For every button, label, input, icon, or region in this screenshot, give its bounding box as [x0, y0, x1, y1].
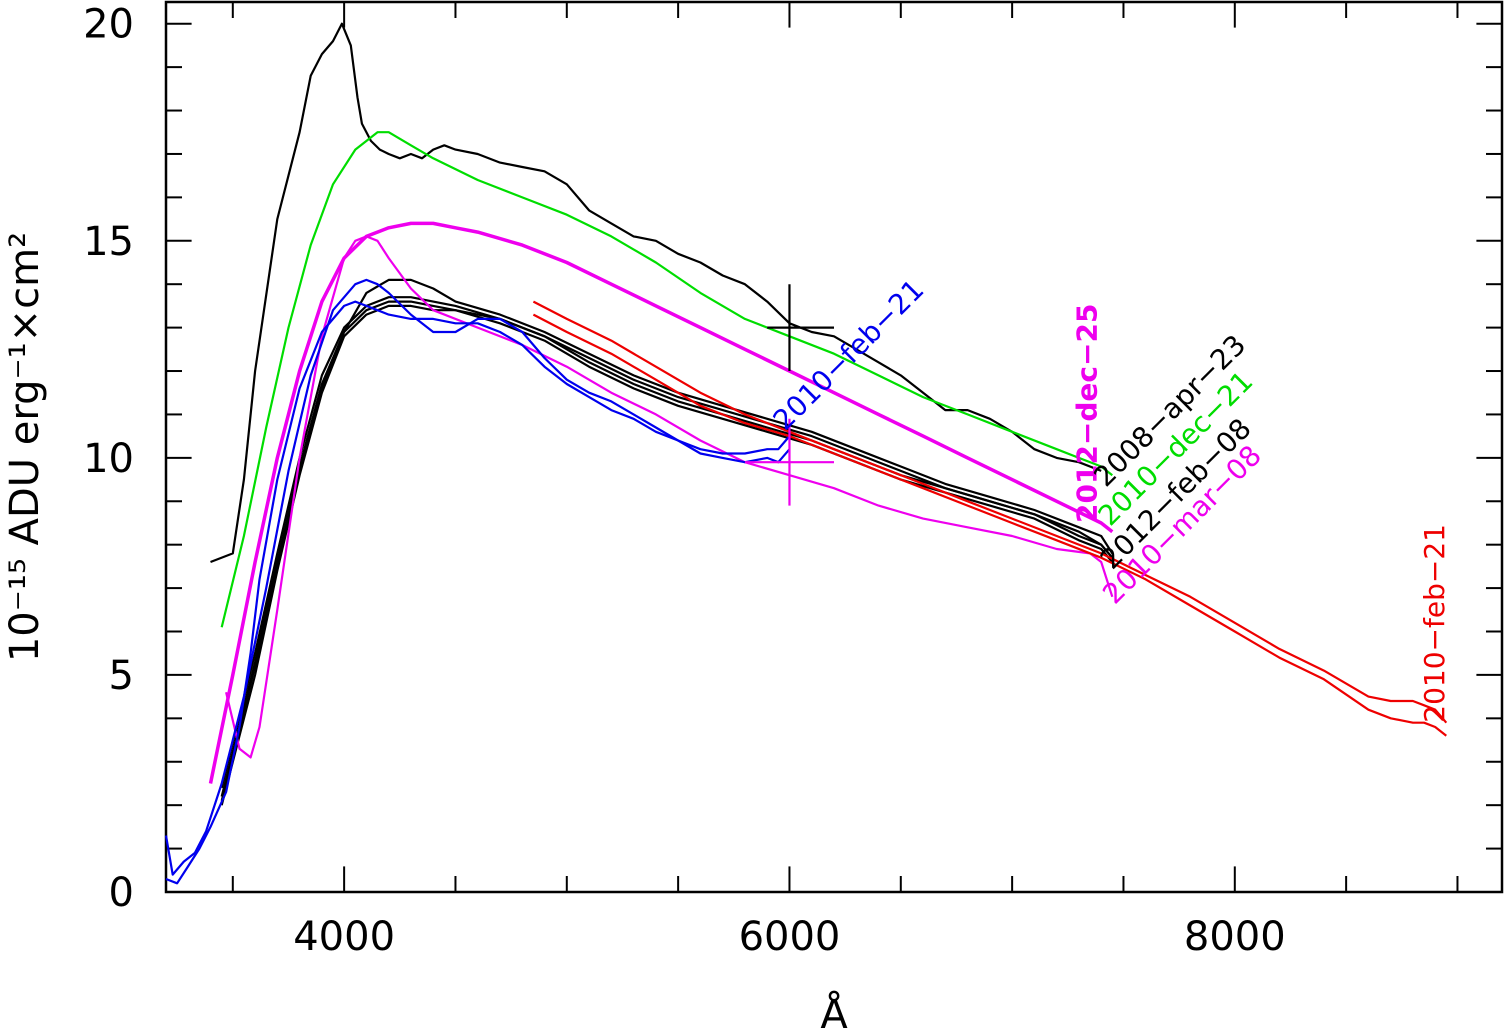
series-line	[220, 300, 1114, 797]
series-annotation: 2010−feb−21	[767, 273, 931, 437]
series-line	[220, 296, 1114, 789]
y-tick-label: 20	[83, 2, 134, 48]
series-line	[210, 22, 1102, 564]
x-axis-title: Å	[820, 990, 848, 1032]
series-line	[532, 300, 1448, 724]
series-line	[164, 278, 791, 876]
series-line	[220, 131, 1113, 628]
series-line	[532, 313, 1447, 737]
x-tick-label: 6000	[739, 914, 841, 960]
series-annotation: 2012−dec−25	[1071, 304, 1104, 523]
series-annotation: 2010−feb−21	[1418, 524, 1451, 723]
series-line	[208, 221, 1114, 784]
y-tick-label: 5	[109, 653, 134, 699]
y-tick-label: 10	[83, 436, 134, 482]
plot-frame	[164, 0, 1504, 894]
series-line	[220, 304, 1114, 806]
axis-ticks	[166, 2, 1502, 893]
data-series	[164, 22, 1448, 885]
y-tick-labels: 0 5 10 15 20	[83, 2, 134, 916]
x-tick-label: 4000	[293, 914, 395, 960]
y-tick-label: 15	[83, 219, 134, 265]
x-tick-labels: 4000 6000 8000	[293, 914, 1285, 960]
y-axis-title: 10⁻¹⁵ ADU erg⁻¹×cm²	[2, 232, 48, 662]
x-tick-label: 8000	[1184, 914, 1286, 960]
series-line	[220, 278, 1114, 802]
y-tick-label: 0	[109, 870, 134, 916]
series-line	[165, 300, 791, 885]
series-annotations: 2010−feb−21 2012−dec−252008−apr−232010−de…	[767, 273, 1451, 723]
error-markers	[744, 284, 834, 506]
